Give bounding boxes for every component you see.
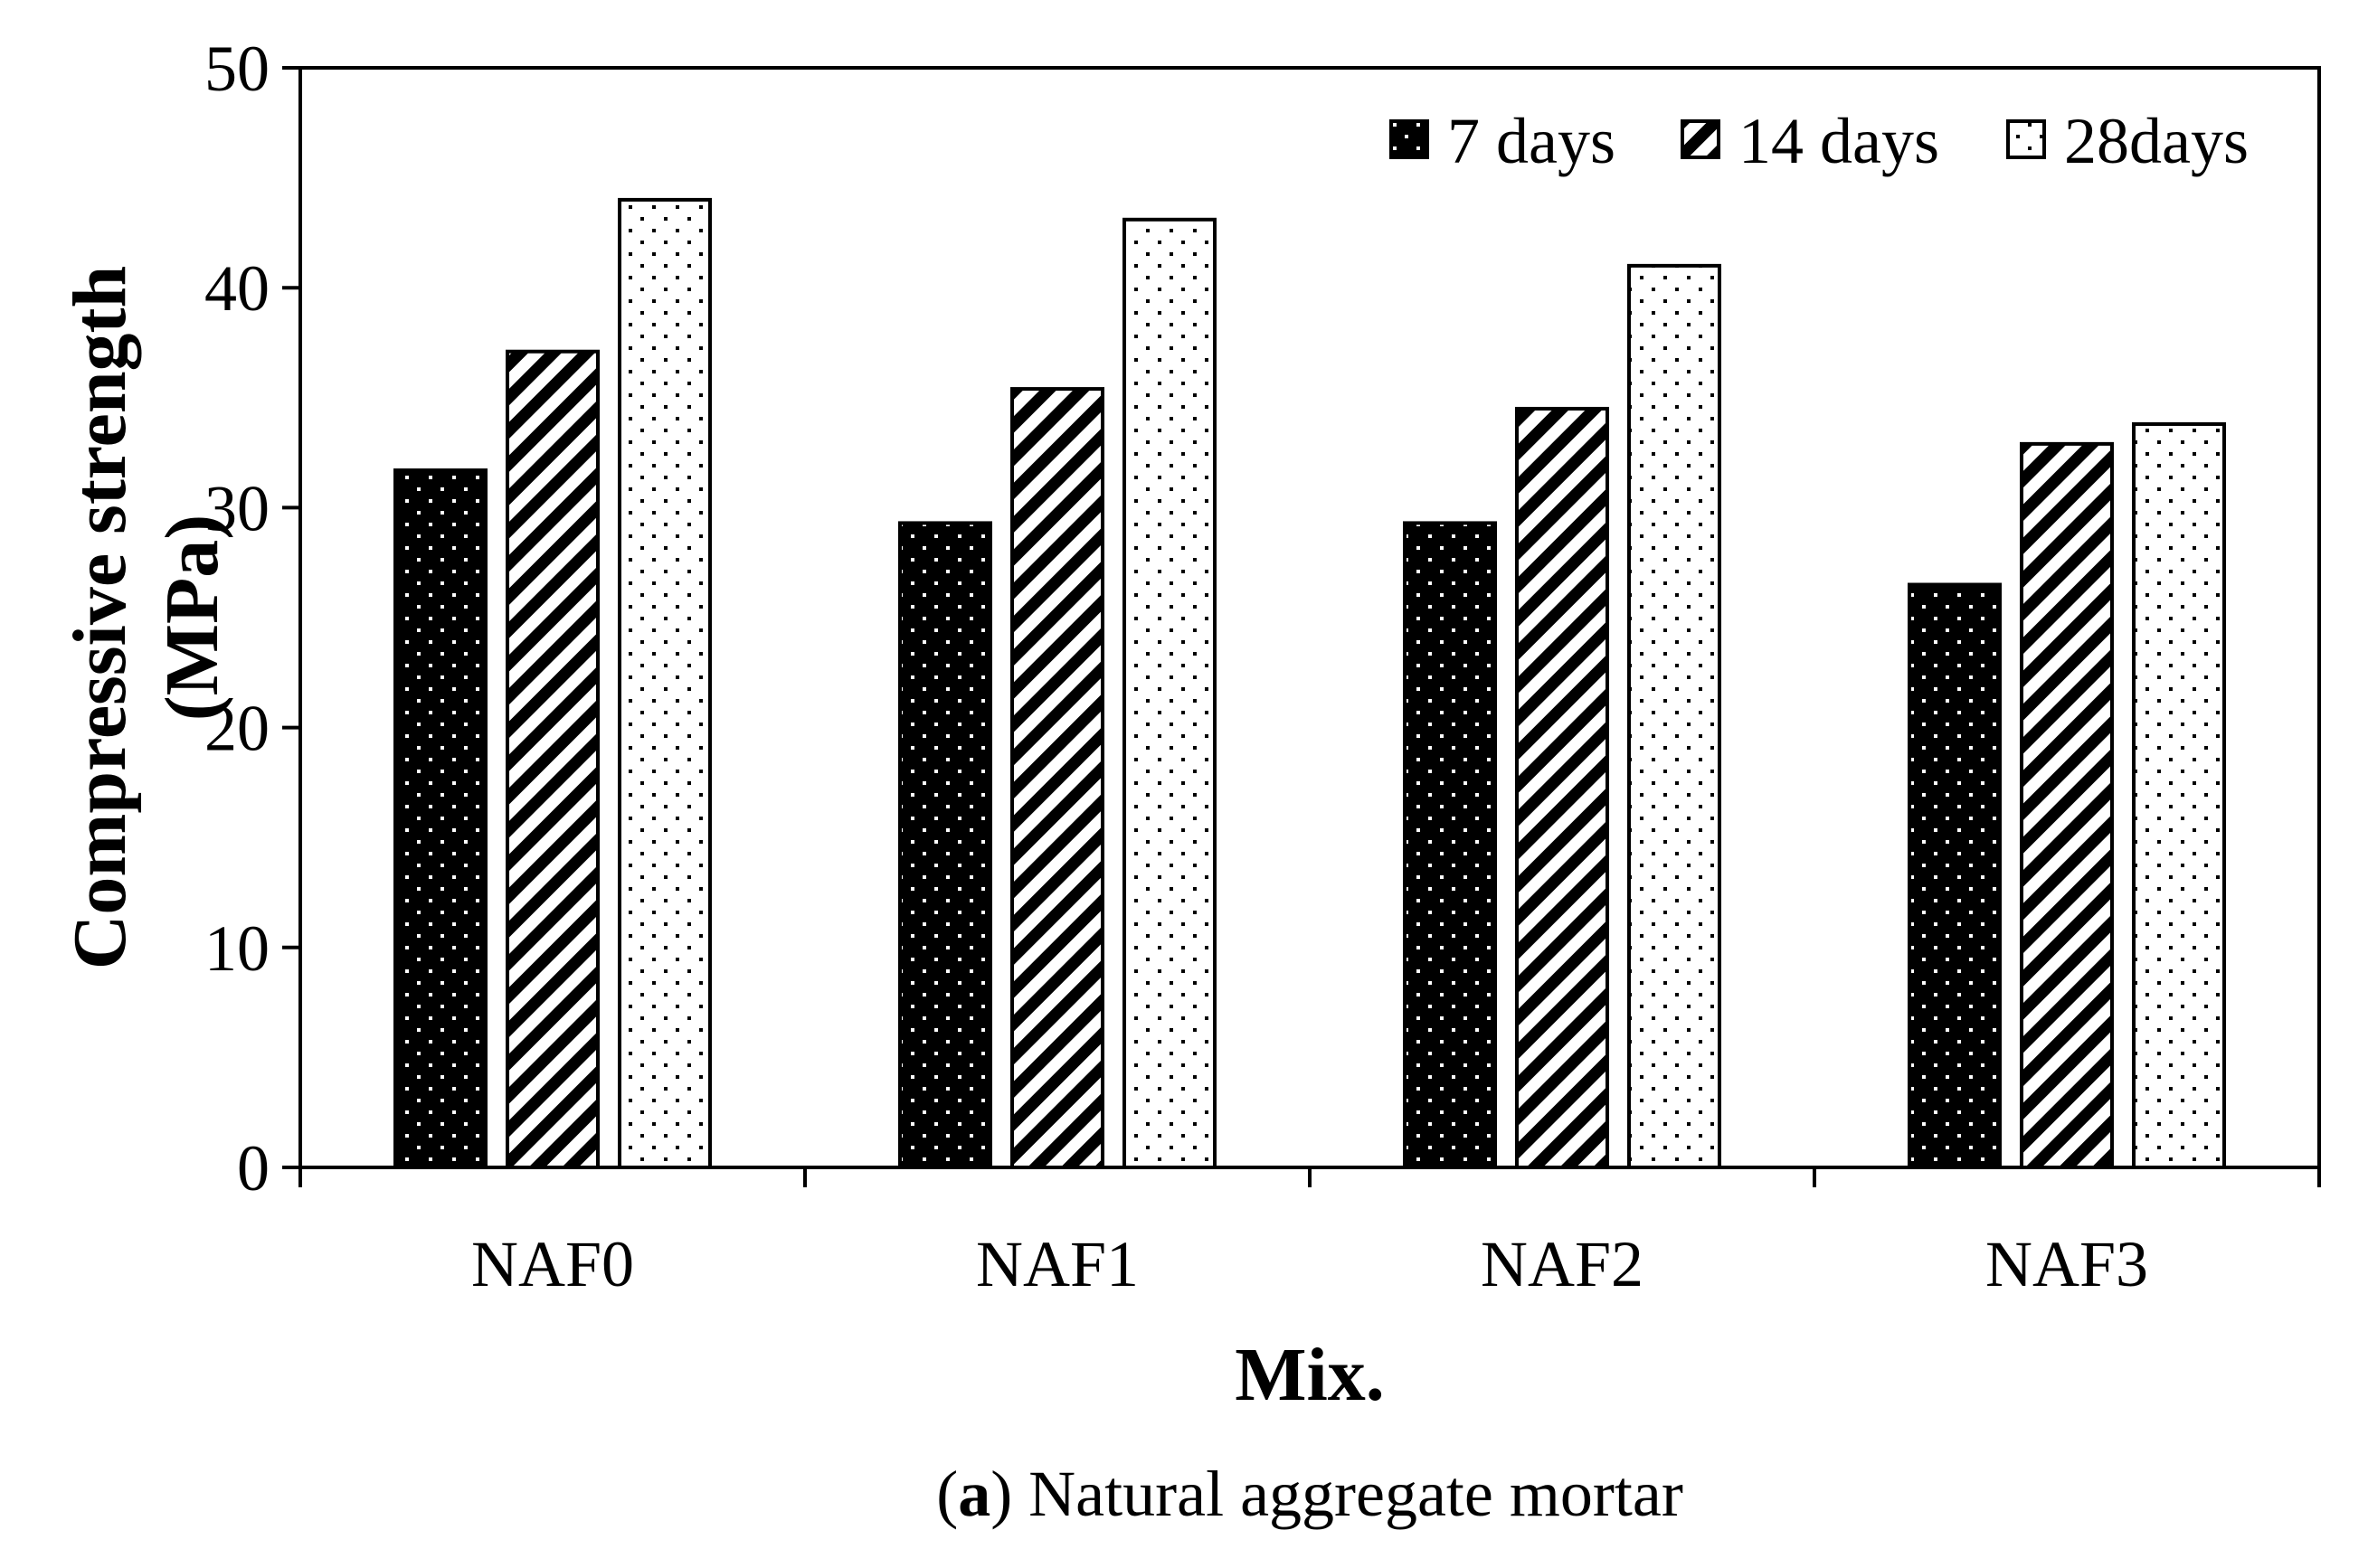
bar-naf1-series-1 bbox=[1010, 387, 1104, 1169]
y-axis: 0 10 20 30 40 50 bbox=[204, 33, 300, 1204]
y-tick-label: 0 bbox=[237, 1132, 270, 1204]
x-axis: NAF0 NAF1 NAF2 NAF3 bbox=[298, 1167, 2321, 1300]
y-axis-title-line1: Compressive strength bbox=[58, 266, 142, 970]
legend-label: 14 days bbox=[1738, 105, 1939, 177]
bar-naf1-series-2 bbox=[1122, 217, 1217, 1170]
x-axis-title: Mix. bbox=[1235, 1333, 1385, 1417]
bar-naf0-series-2 bbox=[618, 197, 712, 1169]
legend-label: 7 days bbox=[1447, 105, 1615, 177]
bar-naf2-series-2 bbox=[1627, 263, 1721, 1169]
legend: 7 days 14 days 28days bbox=[1389, 105, 2249, 177]
x-tick-label: NAF2 bbox=[1481, 1228, 1643, 1300]
bar-naf0-series-1 bbox=[506, 349, 600, 1169]
x-tick-label: NAF0 bbox=[471, 1228, 634, 1300]
y-tick-label: 10 bbox=[204, 912, 270, 985]
legend-swatch bbox=[1389, 119, 1429, 159]
bar-naf3-series-0 bbox=[1908, 582, 2002, 1169]
y-tick-label: 40 bbox=[204, 252, 270, 325]
legend-swatch bbox=[2006, 119, 2046, 159]
x-tick-label: NAF3 bbox=[1985, 1228, 2148, 1300]
y-tick-label: 20 bbox=[204, 693, 270, 765]
bar-naf3-series-1 bbox=[2020, 441, 2114, 1169]
figure-caption: (a) Natural aggregate mortar bbox=[936, 1458, 1683, 1530]
legend-label: 28days bbox=[2064, 105, 2249, 177]
bars bbox=[393, 197, 2226, 1170]
caption-text: Natural aggregate mortar bbox=[1012, 1458, 1683, 1530]
x-tick-label: NAF1 bbox=[976, 1228, 1139, 1300]
bar-naf3-series-2 bbox=[2132, 421, 2226, 1169]
bar-naf2-series-0 bbox=[1403, 521, 1497, 1169]
bar-naf2-series-1 bbox=[1515, 406, 1609, 1169]
y-tick-label: 30 bbox=[204, 472, 270, 544]
bar-naf1-series-0 bbox=[898, 521, 992, 1169]
y-axis-title: Compressive strength (MPa) bbox=[58, 266, 234, 970]
plot-frame bbox=[298, 66, 2321, 1169]
legend-swatch bbox=[1681, 119, 1720, 159]
bar-naf0-series-0 bbox=[393, 468, 488, 1169]
caption-label: a bbox=[958, 1458, 990, 1530]
y-axis-title-line2: (MPa) bbox=[150, 515, 234, 722]
y-tick-label: 50 bbox=[204, 33, 270, 105]
